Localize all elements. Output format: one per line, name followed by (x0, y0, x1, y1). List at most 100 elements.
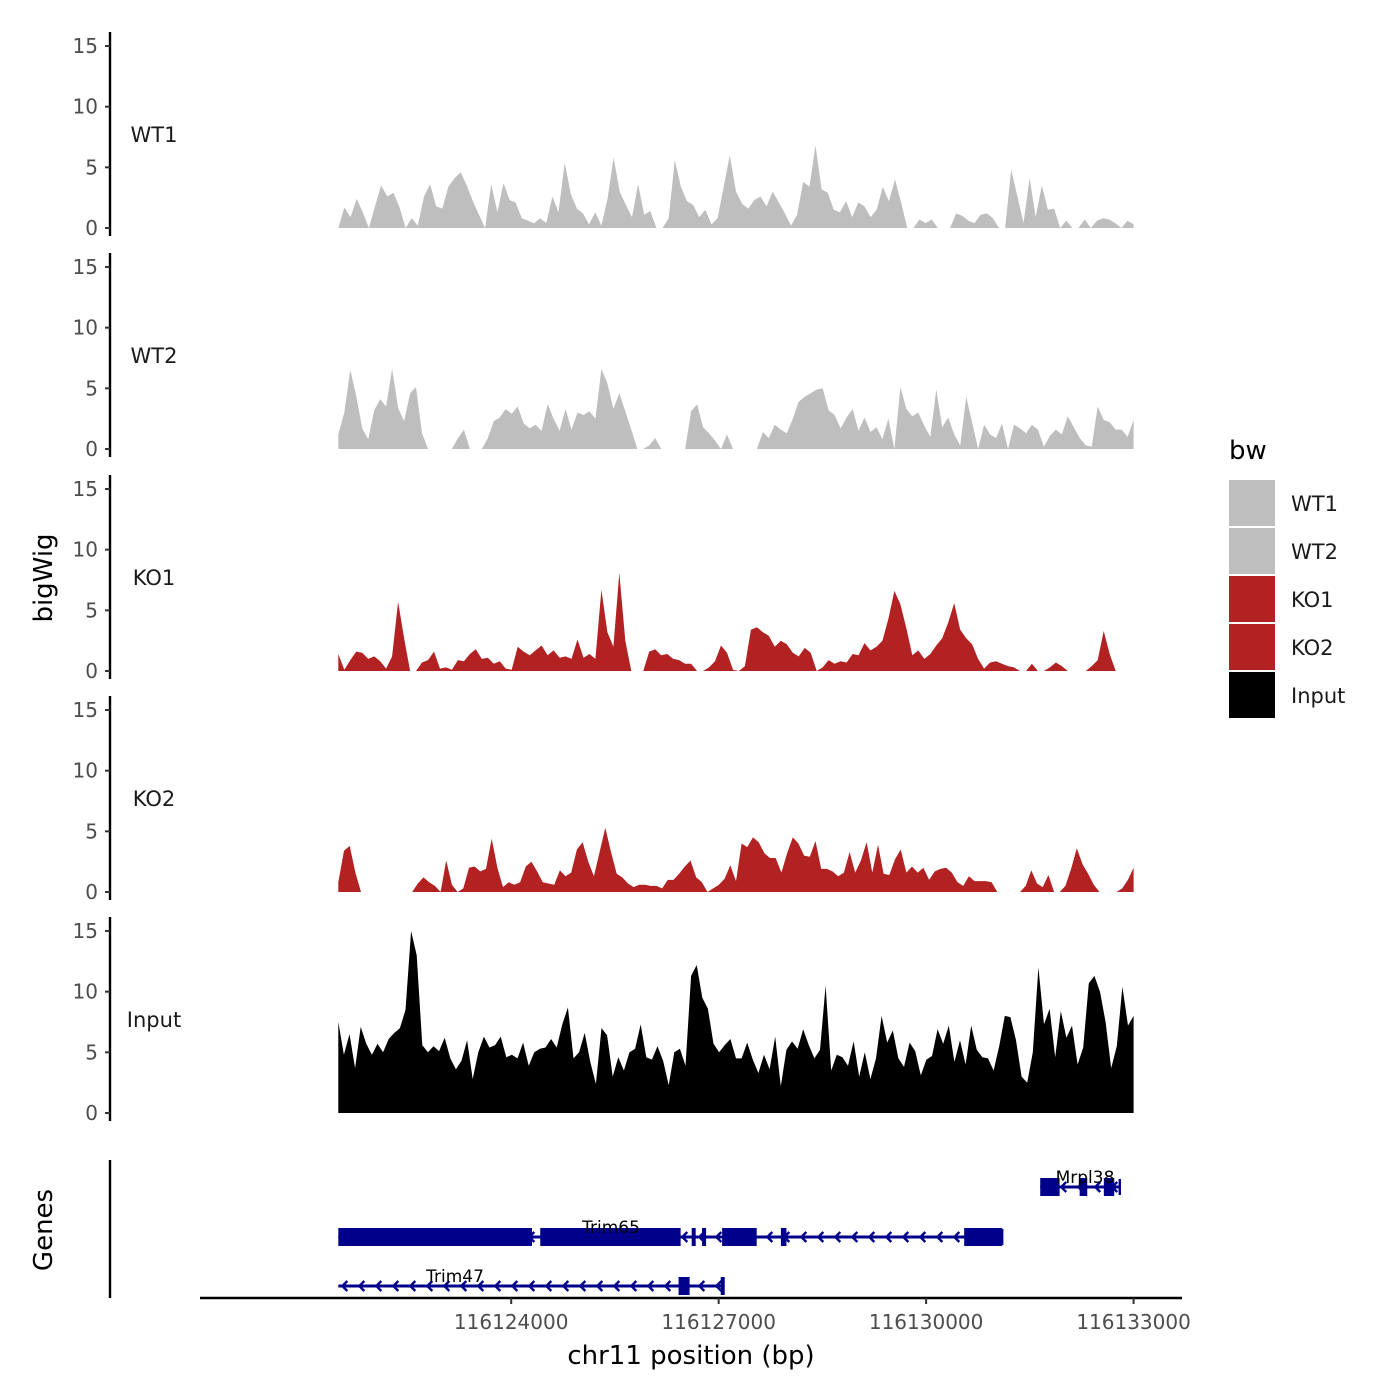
strand-arrow (850, 1231, 859, 1243)
legend-item-wt2: WT2 (1229, 528, 1338, 574)
y-tick-label: 15 (73, 919, 98, 943)
bigwig-tracks: 0 5 10 15 WT1 0 5 10 15 WT2 0 5 10 15 KO1 0 5 10 15 KO2 0 5 10… (73, 32, 1134, 1125)
strand-arrow (595, 1280, 604, 1292)
y-tick-label: 15 (73, 477, 98, 501)
strand-arrow (357, 1280, 366, 1292)
strand-arrow (646, 1280, 655, 1292)
y-tick-label: 10 (73, 316, 98, 340)
strand-arrow (1059, 1181, 1068, 1193)
track-label-wt2: WT2 (131, 344, 178, 368)
legend-swatch (1229, 480, 1275, 526)
gene-exon (338, 1228, 532, 1246)
strand-arrow (442, 1280, 451, 1292)
gene-exon (691, 1228, 696, 1246)
legend-swatch (1229, 528, 1275, 574)
y-tick-label: 15 (73, 255, 98, 279)
strand-arrow (714, 1280, 723, 1292)
strand-arrow (578, 1280, 587, 1292)
gene-exon (678, 1277, 690, 1295)
signal-area-input (338, 931, 1134, 1113)
gene-annotation-panel: Mrpl38 Trim65 Trim47 (108, 1160, 1121, 1298)
track-wt1: 0 5 10 15 WT1 (73, 32, 1134, 240)
y-tick-label: 15 (73, 698, 98, 722)
strand-arrow (952, 1231, 961, 1243)
y-tick-label: 15 (73, 34, 98, 58)
strand-arrow (935, 1231, 944, 1243)
strand-arrow (867, 1231, 876, 1243)
y-tick-label: 5 (85, 155, 98, 179)
strand-arrow (459, 1280, 468, 1292)
y-tick-label: 10 (73, 980, 98, 1004)
track-ko2: 0 5 10 15 KO2 (73, 696, 1134, 904)
strand-arrow (697, 1280, 706, 1292)
signal-area-wt1 (338, 145, 1134, 228)
strand-arrow (510, 1280, 519, 1292)
gene-exon (964, 1228, 1003, 1246)
strand-arrow (374, 1280, 383, 1292)
y-tick-label: 5 (85, 598, 98, 622)
strand-arrow (629, 1280, 638, 1292)
gene-mrpl38: Mrpl38 (1040, 1168, 1121, 1196)
legend-label: Input (1291, 684, 1345, 708)
y-tick-label: 10 (73, 95, 98, 119)
signal-area-wt2 (338, 368, 1134, 449)
gene-exon (540, 1228, 681, 1246)
y-tick-label: 0 (85, 659, 98, 683)
y-tick-label: 10 (73, 759, 98, 783)
x-tick-label: 116124000 (454, 1310, 569, 1334)
y-tick-label: 5 (85, 1040, 98, 1064)
strand-arrow (1093, 1181, 1102, 1193)
legend-item-ko1: KO1 (1229, 576, 1334, 622)
x-tick-label: 116133000 (1076, 1310, 1191, 1334)
legend-title: bw (1229, 436, 1267, 466)
gene-label-trim65: Trim65 (581, 1218, 640, 1238)
y-tick-label: 0 (85, 216, 98, 240)
strand-arrow (918, 1231, 927, 1243)
y-tick-label: 0 (85, 437, 98, 461)
track-wt2: 0 5 10 15 WT2 (73, 253, 1134, 461)
legend-swatch (1229, 624, 1275, 670)
x-axis-title: chr11 position (bp) (567, 1341, 814, 1371)
track-input: 0 5 10 15 Input (73, 917, 1134, 1125)
legend-swatch (1229, 672, 1275, 718)
strand-arrow (816, 1231, 825, 1243)
y-tick-label: 0 (85, 880, 98, 904)
strand-arrow (493, 1280, 502, 1292)
track-label-ko1: KO1 (133, 566, 176, 590)
track-label-input: Input (127, 1008, 181, 1032)
gene-exon (1079, 1178, 1088, 1196)
legend-label: KO2 (1291, 636, 1334, 660)
strand-arrow (425, 1280, 434, 1292)
legend-item-wt1: WT1 (1229, 480, 1338, 526)
gene-exon (702, 1228, 707, 1246)
strand-arrow (884, 1231, 893, 1243)
y-tick-label: 10 (73, 538, 98, 562)
strand-arrow (680, 1231, 689, 1243)
legend-label: WT2 (1291, 540, 1338, 564)
strand-arrow (340, 1280, 349, 1292)
strand-arrow (765, 1231, 774, 1243)
gene-trim47: Trim47 (338, 1267, 725, 1295)
gene-label-trim47: Trim47 (425, 1267, 484, 1287)
strand-arrow (527, 1280, 536, 1292)
legend-label: WT1 (1291, 492, 1338, 516)
y-tick-label: 0 (85, 1101, 98, 1125)
gene-label-mrpl38: Mrpl38 (1056, 1168, 1115, 1188)
strand-arrow (544, 1280, 553, 1292)
legend-item-input: Input (1229, 672, 1345, 718)
strand-arrow (612, 1280, 621, 1292)
y-axis-title: bigWig (29, 533, 59, 622)
strand-arrow (714, 1231, 723, 1243)
strand-arrow (663, 1280, 672, 1292)
strand-arrow (833, 1231, 842, 1243)
gene-exon (720, 1277, 725, 1295)
legend: bw WT1 WT2 KO1 KO2 Input (1229, 436, 1345, 718)
x-tick-label: 116127000 (661, 1310, 776, 1334)
signal-area-ko2 (338, 827, 1134, 892)
strand-arrow (901, 1231, 910, 1243)
gene-exon (780, 1228, 787, 1246)
legend-label: KO1 (1291, 588, 1334, 612)
track-label-ko2: KO2 (133, 787, 176, 811)
strand-arrow (799, 1231, 808, 1243)
